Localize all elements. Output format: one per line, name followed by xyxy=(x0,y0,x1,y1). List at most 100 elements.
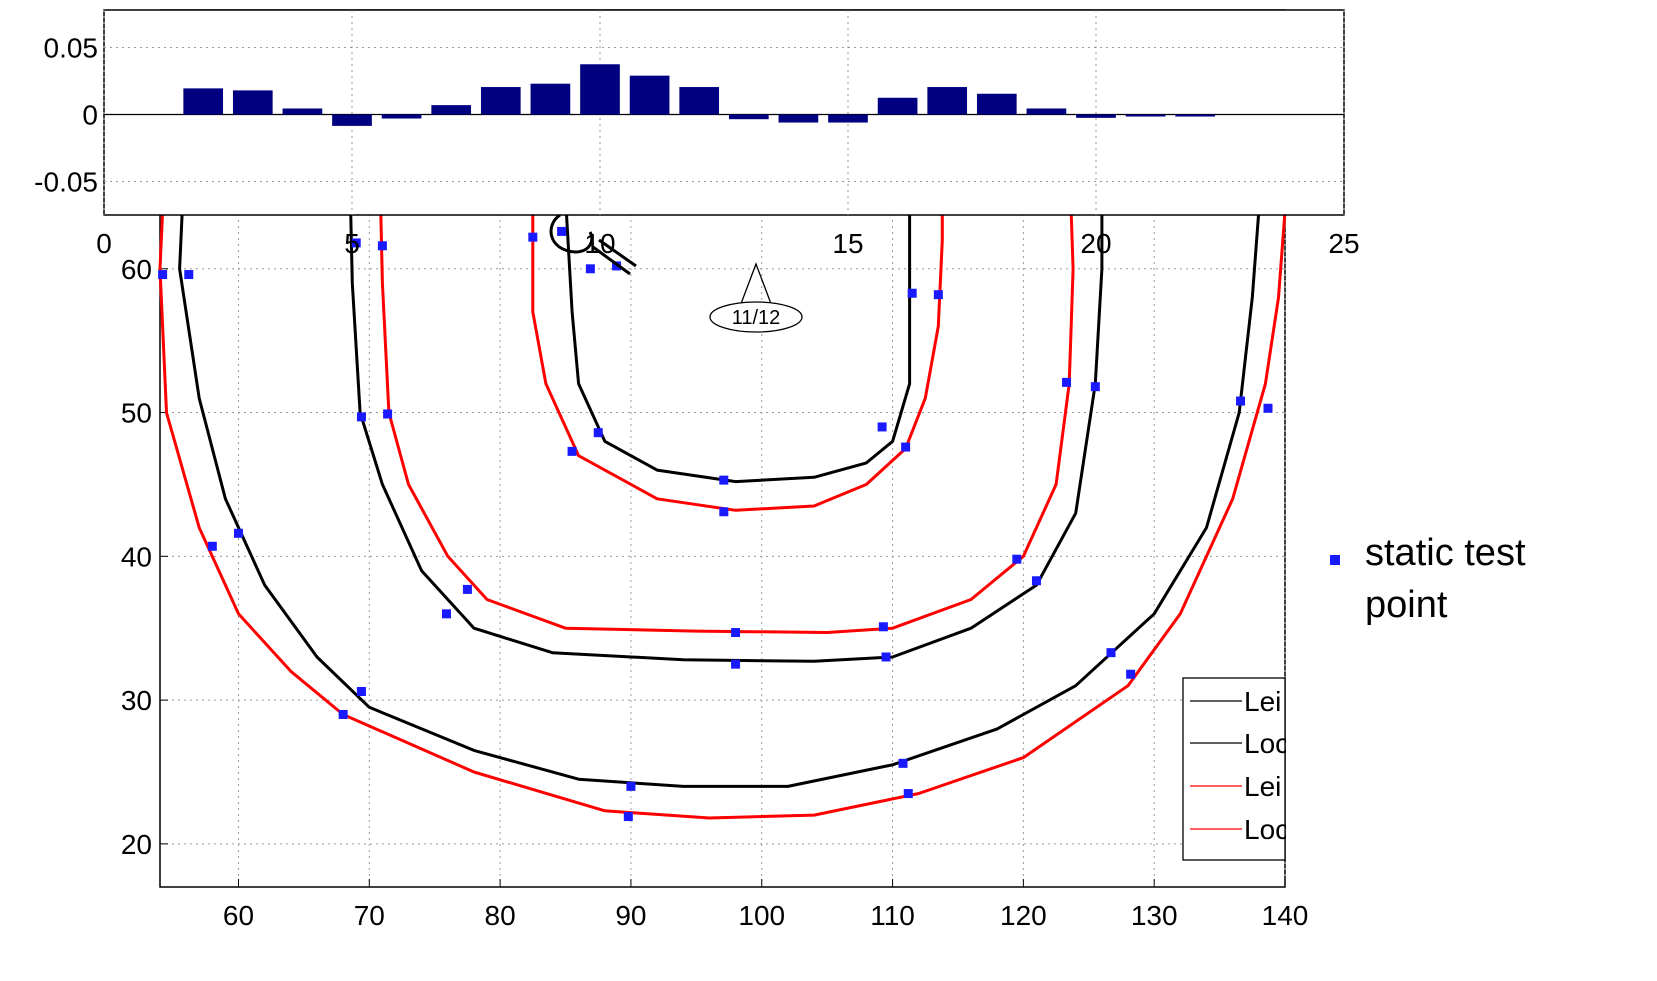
test-point xyxy=(567,446,577,456)
series-line-4 xyxy=(158,9,1287,820)
test-point xyxy=(184,270,194,280)
bar xyxy=(431,105,472,115)
main-xtick-label: 110 xyxy=(870,900,915,931)
main-grid xyxy=(160,10,1286,887)
legend-label-3: Lei xyxy=(1244,771,1281,802)
side-legend-line2: point xyxy=(1365,584,1448,626)
bar xyxy=(332,114,372,126)
legend: Lei Loc Lei Loc xyxy=(1182,676,1326,866)
series-line-3 xyxy=(537,67,912,484)
main-xtick-label: 60 xyxy=(223,900,254,931)
series-line-5 xyxy=(378,9,1075,634)
bar xyxy=(976,93,1017,115)
test-point xyxy=(1263,403,1273,413)
bar-xtick-label: 10 xyxy=(584,228,615,259)
series-line-6 xyxy=(498,67,944,512)
bar-xtick-label: 25 xyxy=(1328,228,1359,259)
test-point xyxy=(1236,396,1246,406)
test-point xyxy=(593,428,603,438)
test-point xyxy=(1012,554,1022,564)
test-point xyxy=(585,264,595,274)
bar xyxy=(480,87,521,115)
test-point xyxy=(377,241,387,251)
main-ytick-label: 40 xyxy=(121,541,152,572)
test-point xyxy=(1090,382,1100,392)
bar xyxy=(232,90,273,115)
bar-xtick-label: 15 xyxy=(832,228,863,259)
test-point xyxy=(719,507,729,517)
series-line-2 xyxy=(348,9,1104,663)
test-point xyxy=(338,709,348,719)
bar xyxy=(282,108,323,115)
test-point xyxy=(557,226,567,236)
bar xyxy=(381,114,422,119)
test-point xyxy=(528,232,538,242)
test-point xyxy=(383,409,393,419)
bar-xtick-label: 5 xyxy=(344,228,360,259)
bar xyxy=(778,114,819,123)
bar xyxy=(728,114,769,120)
main-xtick-label: 80 xyxy=(485,900,516,931)
test-point xyxy=(903,789,913,799)
static-test-point-marker xyxy=(1330,555,1340,565)
bar xyxy=(1026,108,1067,115)
bar-ticks: 0 5 10 15 20 25 -0.05 0 0.05 xyxy=(34,33,1359,259)
main-xtick-label: 70 xyxy=(354,900,385,931)
test-point xyxy=(623,812,633,822)
test-point xyxy=(901,442,911,452)
bar xyxy=(927,87,968,115)
legend-label-2: Loc xyxy=(1244,728,1289,759)
test-point xyxy=(877,422,887,432)
test-point xyxy=(1126,669,1136,679)
main-xtick-label: 140 xyxy=(1262,900,1309,931)
main-xtick-label: 100 xyxy=(738,900,785,931)
bar xyxy=(1175,114,1216,117)
inset-bar-chart: 0 5 10 15 20 25 -0.05 0 0.05 xyxy=(34,9,1360,259)
main-xtick-label: 130 xyxy=(1131,900,1178,931)
bar-xtick-label: 0 xyxy=(96,228,112,259)
test-point xyxy=(1031,576,1041,586)
test-point xyxy=(933,290,943,300)
test-point xyxy=(907,288,917,298)
test-point xyxy=(356,412,366,422)
series-line-1 xyxy=(178,9,1261,788)
bar-ytick-label: -0.05 xyxy=(34,167,98,198)
side-legend-line1: static test xyxy=(1365,532,1526,574)
legend-label-1: Lei xyxy=(1244,686,1281,717)
test-point xyxy=(881,652,891,662)
legend-box xyxy=(1182,677,1286,861)
bar-ytick-label: 0 xyxy=(82,100,98,131)
main-ticks: 60 70 80 90 100 110 120 130 140 20 30 40 50 60 xyxy=(121,254,1309,931)
test-point xyxy=(158,270,168,280)
main-ytick-label: 60 xyxy=(121,254,152,285)
test-point xyxy=(878,622,888,632)
main-ytick-label: 20 xyxy=(121,829,152,860)
main-xtick-label: 120 xyxy=(1000,900,1047,931)
annotation-marker: 11/12 xyxy=(709,262,803,333)
test-point xyxy=(351,238,361,248)
test-point xyxy=(731,659,741,669)
bar xyxy=(1125,114,1166,117)
bar-xtick-label: 20 xyxy=(1080,228,1111,259)
test-point xyxy=(462,584,472,594)
bar xyxy=(828,114,868,123)
bar xyxy=(530,83,571,115)
main-ytick-label: 30 xyxy=(121,685,152,716)
test-point xyxy=(356,686,366,696)
bar xyxy=(629,75,670,115)
bar xyxy=(580,64,620,115)
probe-icon xyxy=(549,213,637,276)
annotation-cone xyxy=(738,262,774,310)
test-point xyxy=(731,628,741,638)
test-point xyxy=(233,528,243,538)
test-point xyxy=(1062,377,1072,387)
bar-bars xyxy=(183,64,1216,126)
test-point xyxy=(719,475,729,485)
annotation-label: 11/12 xyxy=(732,307,781,329)
main-ytick-label: 50 xyxy=(121,398,152,429)
bar xyxy=(183,88,224,115)
legend-label-4: Loc xyxy=(1244,814,1289,845)
test-point xyxy=(626,781,636,791)
legend-clip xyxy=(1286,676,1326,866)
